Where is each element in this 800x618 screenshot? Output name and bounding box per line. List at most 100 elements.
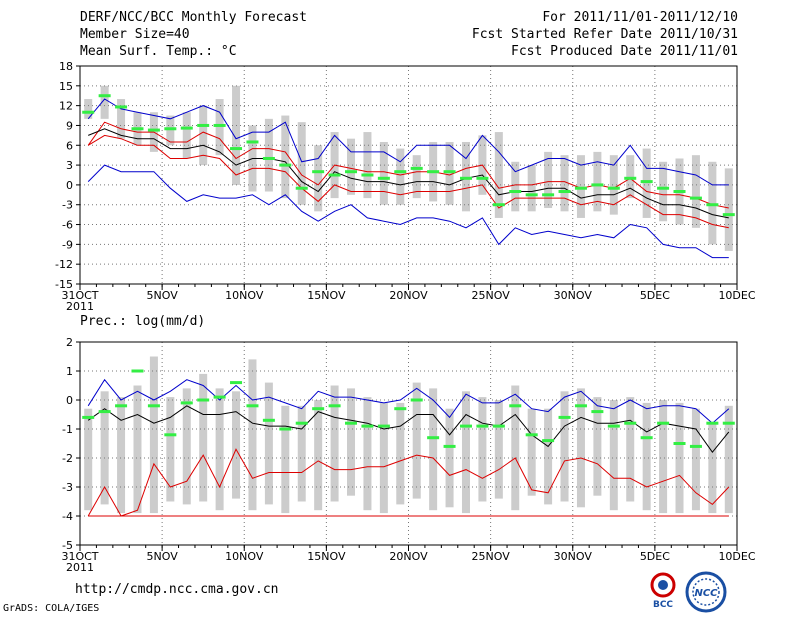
- prec-ensemble-box: [724, 405, 733, 514]
- temp-ensemble-box: [593, 151, 602, 212]
- bcc-logo-text: BCC: [653, 600, 673, 610]
- temp-ensemble-box: [511, 161, 520, 212]
- temp-ensemble-box: [626, 155, 635, 199]
- forecast-period: For 2011/11/01-2011/12/10: [542, 10, 738, 25]
- prec-xtick-label: 25NOV: [472, 550, 511, 563]
- prec-ensemble-box: [149, 356, 158, 514]
- prec-observed-mark: [180, 401, 193, 405]
- temp-ytick-label: 6: [66, 139, 73, 152]
- temp-ensemble-box: [527, 165, 536, 212]
- prec-observed-mark: [476, 424, 489, 428]
- prec-ensemble-box: [461, 391, 470, 514]
- prec-ytick-label: 0: [66, 394, 73, 407]
- prec-ensemble-box: [379, 402, 388, 514]
- prec-ensemble-box: [560, 391, 569, 502]
- header-right: For 2011/11/01-2011/12/10 Fcst Started Re…: [472, 9, 738, 60]
- prec-observed-mark: [361, 424, 374, 428]
- temp-ytick-label: -3: [62, 199, 73, 212]
- temp-ytick-label: 12: [59, 100, 73, 113]
- prec-observed-mark: [689, 444, 702, 448]
- temp-ensemble-box: [609, 155, 618, 215]
- prec-observed-mark: [492, 424, 505, 428]
- temp-series-line: [87, 164, 729, 259]
- temp-ytick-label: -6: [62, 219, 73, 232]
- temp-observed-mark: [591, 183, 604, 187]
- prec-ensemble-box: [576, 388, 585, 508]
- temp-xtick-label: 10NOV: [225, 289, 264, 302]
- temp-observed-mark: [164, 127, 177, 131]
- prec-observed-mark: [640, 436, 653, 440]
- prec-observed-mark: [213, 395, 226, 399]
- prec-observed-mark: [427, 436, 440, 440]
- prec-observed-mark: [131, 369, 144, 373]
- temp-xtick-label: 31OCT: [61, 289, 98, 302]
- website-url[interactable]: http://cmdp.ncc.cma.gov.cn: [75, 582, 279, 597]
- prec-series-line: [87, 405, 730, 454]
- temp-xtick-label: 10DEC: [718, 289, 755, 302]
- prec-observed-mark: [394, 407, 407, 411]
- prec-ensemble-box: [626, 397, 635, 502]
- temp-ensemble-box: [544, 151, 553, 209]
- temp-observed-mark: [180, 126, 193, 130]
- temp-observed-mark: [147, 128, 160, 132]
- prec-observed-mark: [443, 444, 456, 448]
- prec-ensemble-box: [281, 405, 290, 514]
- temp-observed-mark: [115, 105, 128, 109]
- temp-ytick-label: 18: [59, 60, 73, 73]
- prec-ensemble-box: [232, 391, 241, 499]
- temp-observed-mark: [492, 203, 505, 207]
- temp-ensemble-box: [494, 132, 503, 218]
- prec-ensemble-box: [494, 400, 503, 499]
- prec-observed-mark: [657, 421, 670, 425]
- prec-ensemble-box: [609, 400, 618, 511]
- prec-ensemble-box: [675, 402, 684, 514]
- prec-xtick-label: 10DEC: [718, 550, 755, 563]
- prec-ensemble-box: [215, 388, 224, 511]
- temp-ensemble-box: [281, 115, 290, 199]
- prec-observed-mark: [279, 427, 292, 431]
- bcc-logo-icon: BCC: [650, 572, 676, 610]
- prec-xtick-label: 31OCT: [61, 550, 98, 563]
- temp-series-line: [87, 121, 729, 209]
- temp-observed-mark: [312, 170, 325, 174]
- prec-observed-mark: [574, 404, 587, 408]
- temp-ensemble-box: [560, 155, 569, 212]
- prec-observed-mark: [607, 424, 620, 428]
- temp-ensemble-box: [199, 105, 208, 166]
- prec-ensemble-box: [659, 400, 668, 514]
- prec-observed-mark: [295, 421, 308, 425]
- temp-xtick-label: 30NOV: [554, 289, 593, 302]
- temp-observed-mark: [410, 166, 423, 170]
- prec-observed-mark: [722, 421, 735, 425]
- temp-observed-mark: [459, 176, 472, 180]
- prec-series-line: [87, 378, 730, 424]
- prec-ytick-label: -1: [62, 423, 73, 436]
- header-left: DERF/NCC/BCC Monthly Forecast Member Size…: [80, 9, 307, 60]
- prec-ensemble-box: [544, 408, 553, 505]
- prec-ensemble-box: [396, 402, 405, 505]
- temp-ensemble-box: [182, 112, 191, 159]
- temp-ensemble-box: [379, 141, 388, 205]
- temp-ensemble-box: [314, 145, 323, 212]
- temp-xtick-label: 5NOV: [147, 289, 179, 302]
- temp-ensemble-box: [659, 161, 668, 222]
- temp-observed-mark: [427, 170, 440, 174]
- temp-ytick-label: 15: [59, 80, 73, 93]
- prec-ytick-label: -5: [62, 539, 73, 552]
- temp-observed-mark: [279, 163, 292, 167]
- prec-observed-mark: [147, 404, 160, 408]
- prec-ensemble-box: [347, 388, 356, 496]
- variable-label: Mean Surf. Temp.: °C: [80, 44, 237, 59]
- prec-observed-mark: [624, 421, 637, 425]
- temp-observed-mark: [574, 186, 587, 190]
- ncc-logo-text: NCC: [694, 588, 718, 599]
- temp-observed-mark: [525, 193, 538, 197]
- temp-observed-mark: [689, 196, 702, 200]
- prec-xtick-label: 5DEC: [640, 550, 670, 563]
- prec-observed-mark: [345, 421, 358, 425]
- temp-observed-mark: [509, 190, 522, 194]
- prec-observed-mark: [197, 398, 210, 402]
- temp-year-label: 2011: [66, 300, 94, 313]
- temp-ensemble-box: [691, 155, 700, 228]
